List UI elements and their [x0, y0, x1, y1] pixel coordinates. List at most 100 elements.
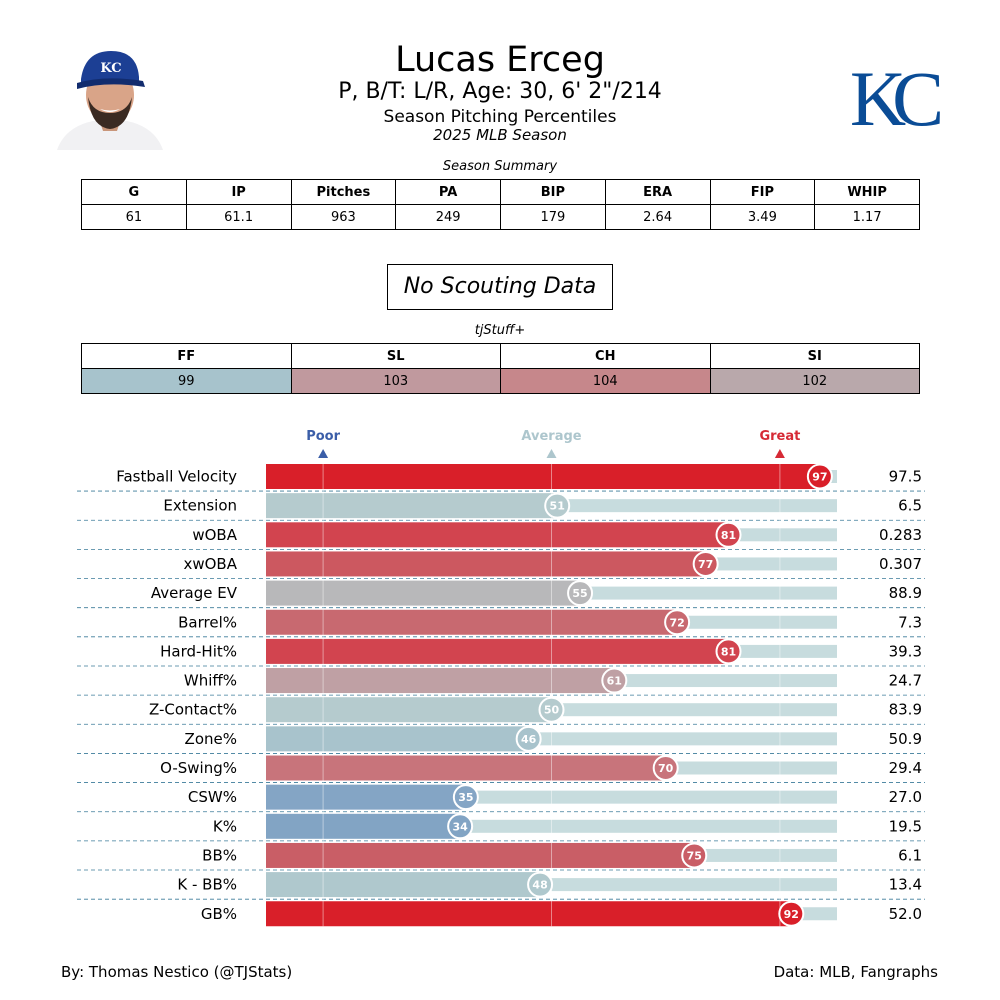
category-label-bb: BB%: [202, 846, 237, 864]
percentile-label-gb: 92: [784, 908, 799, 921]
percentile-dot-woba: [715, 521, 742, 548]
bar-extension: [266, 493, 558, 519]
stat-value-barrel: 7.3: [898, 613, 922, 631]
percentile-label-fastball-velocity: 97: [812, 471, 827, 484]
marker-arrow-poor: [318, 449, 329, 458]
summary-value-era: 2.64: [604, 204, 711, 230]
stat-value-csw: 27.0: [889, 788, 922, 806]
bar-bb: [266, 842, 695, 868]
tjstuff-table: FF SL CH SI 99 103 104 102: [81, 343, 920, 394]
summary-header-g: G: [81, 179, 187, 205]
stat-value-hard-hit: 39.3: [889, 642, 922, 660]
stuff-caption: tjStuff+: [474, 323, 526, 338]
player-photo: KC: [55, 45, 165, 150]
category-label-o-swing: O-Swing%: [160, 759, 237, 777]
percentile-dot-csw: [452, 784, 479, 811]
summary-value-whip: 1.17: [814, 204, 920, 230]
page-subtitle: Season Pitching Percentiles: [383, 107, 617, 127]
cap-logo: KC: [100, 61, 121, 76]
stuff-value-row: 99 103 104 102: [81, 368, 920, 394]
percentile-dot-fastball-velocity: [806, 463, 833, 490]
percentile-label-z-contact: 50: [544, 704, 560, 717]
bar-barrel: [266, 609, 678, 635]
player-name: Lucas Erceg: [395, 40, 605, 80]
percentile-dot-whiff: [601, 667, 628, 694]
percentile-label-barrel: 72: [669, 616, 684, 629]
summary-header-whip: WHIP: [814, 179, 920, 205]
category-label-hard-hit: Hard-Hit%: [160, 642, 237, 660]
stat-value-bb: 6.1: [898, 846, 922, 864]
stuff-header-row: FF SL CH SI: [81, 343, 920, 369]
summary-value-fip: 3.49: [709, 204, 816, 230]
bar-average-ev: [266, 580, 581, 606]
marker-label-average: Average: [521, 429, 581, 444]
summary-header-row: G IP Pitches PA BIP ERA FIP WHIP: [81, 179, 920, 205]
stat-value-k: 19.5: [889, 817, 922, 835]
bar-fastball-velocity: [266, 464, 820, 489]
category-label-barrel: Barrel%: [178, 613, 237, 631]
bar-k-bb: [266, 872, 541, 898]
marker-arrow-great: [774, 449, 785, 458]
percentile-label-k-bb: 48: [532, 879, 547, 892]
percentile-label-xwoba: 77: [698, 558, 713, 571]
bar-z-contact: [266, 697, 552, 723]
percentile-label-whiff: 61: [607, 675, 622, 688]
bar-xwoba: [266, 551, 706, 577]
bar-hard-hit: [266, 638, 729, 664]
percentile-dot-k-bb: [527, 871, 554, 898]
category-label-zone: Zone%: [185, 730, 237, 748]
category-label-k-bb: K - BB%: [177, 876, 237, 894]
percentile-dot-xwoba: [692, 550, 719, 577]
stat-value-average-ev: 88.9: [889, 584, 922, 602]
category-label-k: K%: [213, 817, 237, 835]
summary-header-pitches: Pitches: [290, 179, 397, 205]
percentile-label-extension: 51: [550, 500, 565, 513]
stuff-header-sl: SL: [290, 343, 501, 369]
category-label-csw: CSW%: [188, 788, 237, 806]
percentile-dot-average-ev: [567, 580, 594, 607]
percentile-dot-gb: [778, 900, 805, 927]
summary-header-era: ERA: [604, 179, 711, 205]
percentile-dot-hard-hit: [715, 638, 742, 665]
footer-source: Data: MLB, Fangraphs: [773, 963, 938, 981]
stat-value-extension: 6.5: [898, 497, 922, 515]
stuff-value-ff: 99: [81, 368, 292, 394]
stat-value-fastball-velocity: 97.5: [889, 468, 922, 486]
category-label-z-contact: Z-Contact%: [149, 701, 237, 719]
percentile-dot-extension: [544, 492, 571, 519]
percentile-label-o-swing: 70: [658, 762, 674, 775]
bar-whiff: [266, 668, 615, 694]
percentile-dot-z-contact: [538, 696, 565, 723]
marker-label-poor: Poor: [306, 429, 340, 444]
stat-value-woba: 0.283: [879, 526, 922, 544]
category-label-woba: wOBA: [192, 526, 237, 544]
percentile-dot-o-swing: [652, 755, 679, 781]
category-label-extension: Extension: [163, 497, 237, 515]
percentile-dot-zone: [515, 725, 542, 752]
stat-value-z-contact: 83.9: [889, 701, 922, 719]
marker-arrow-average: [546, 449, 557, 458]
team-logo: KC: [840, 45, 954, 150]
no-scouting-data-box: No Scouting Data: [387, 264, 613, 310]
bar-gb: [266, 901, 792, 927]
summary-value-row: 61 61.1 963 249 179 2.64 3.49 1.17: [81, 204, 920, 230]
season-summary-table: G IP Pitches PA BIP ERA FIP WHIP 61 61.1…: [81, 179, 920, 230]
percentile-dot-bb: [681, 842, 708, 869]
summary-value-g: 61: [81, 204, 187, 230]
category-label-whiff: Whiff%: [184, 672, 237, 690]
bar-k: [266, 813, 461, 839]
percentile-dot-k: [447, 813, 474, 840]
player-info: P, B/T: L/R, Age: 30, 6' 2"/214: [338, 79, 662, 104]
stat-value-gb: 52.0: [889, 905, 922, 923]
stuff-header-ch: CH: [500, 343, 711, 369]
percentile-label-hard-hit: 81: [721, 645, 736, 658]
summary-header-pa: PA: [395, 179, 501, 205]
stuff-value-ch: 104: [500, 368, 711, 394]
bar-zone: [266, 726, 529, 752]
stat-value-o-swing: 29.4: [889, 759, 922, 777]
category-label-fastball-velocity: Fastball Velocity: [116, 468, 237, 486]
stat-value-xwoba: 0.307: [879, 555, 922, 573]
footer-credit: By: Thomas Nestico (@TJStats): [61, 963, 293, 981]
stat-value-whiff: 24.7: [889, 672, 922, 690]
percentile-label-average-ev: 55: [572, 587, 587, 600]
